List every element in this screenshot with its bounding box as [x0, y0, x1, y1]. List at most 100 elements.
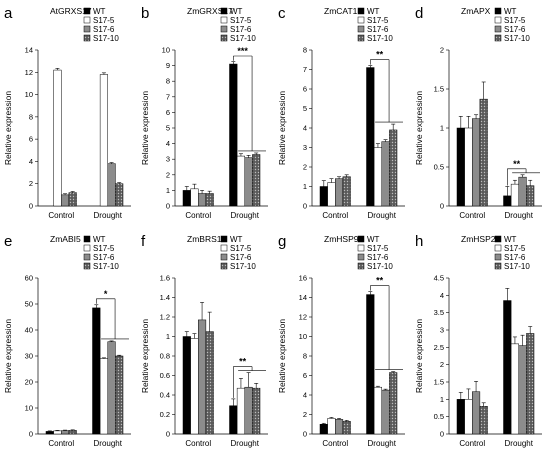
x-tick-label: Drought	[505, 439, 534, 448]
panel-letter: f	[141, 233, 146, 250]
bar	[518, 345, 527, 435]
legend-swatch	[494, 25, 502, 33]
y-tick-label: 0	[166, 430, 170, 439]
legend-swatch	[83, 262, 91, 270]
y-tick-label: 6	[303, 85, 307, 94]
bar	[381, 141, 390, 207]
y-tick-label: 10	[162, 46, 170, 55]
y-tick-label: 4	[440, 291, 444, 300]
bar	[366, 67, 375, 207]
x-tick-label: Drought	[94, 211, 123, 220]
y-axis-label: Relative expression	[414, 91, 424, 165]
panel-letter: e	[4, 233, 12, 250]
chart-title: ZmAPX	[461, 6, 491, 16]
y-tick-label: 1	[166, 332, 170, 341]
legend-swatch	[357, 7, 365, 15]
y-tick-label: 1	[440, 124, 444, 133]
legend-label: WT	[93, 7, 106, 16]
y-tick-label: 4.5	[434, 274, 444, 283]
significance-label: **	[513, 159, 521, 169]
y-tick-label: 4	[29, 157, 33, 166]
y-tick-label: 60	[25, 274, 33, 283]
legend-label: WT	[504, 235, 517, 244]
bar	[244, 157, 253, 207]
significance-label: **	[239, 357, 247, 367]
significance-label: **	[376, 50, 384, 60]
legend-swatch	[83, 244, 91, 252]
y-tick-label: 4	[166, 139, 170, 148]
y-tick-label: 1	[166, 186, 170, 195]
legend-swatch	[220, 7, 228, 15]
y-tick-label: 8	[303, 352, 307, 361]
y-tick-label: 3	[303, 143, 307, 152]
bar	[252, 387, 261, 435]
chart-title: ZmCAT1	[324, 6, 358, 16]
chart-title: AtGRXS17	[50, 6, 92, 16]
legend-swatch	[494, 16, 502, 24]
legend-swatch	[494, 262, 502, 270]
bar	[190, 338, 199, 435]
y-tick-label: 0	[29, 430, 33, 439]
y-tick-label: 40	[25, 326, 33, 335]
legend-swatch	[220, 262, 228, 270]
y-tick-label: 12	[25, 68, 33, 77]
y-tick-label: 4	[303, 124, 307, 133]
bar	[327, 418, 336, 435]
bar	[53, 69, 62, 207]
bar	[68, 192, 77, 207]
legend-swatch	[83, 253, 91, 261]
bar	[518, 176, 527, 207]
x-tick-label: Drought	[505, 211, 534, 220]
legend-label: S17-6	[230, 253, 252, 262]
y-axis-label: Relative expression	[277, 91, 287, 165]
y-tick-label: 1	[303, 182, 307, 191]
bar	[319, 186, 328, 207]
y-axis-label: Relative expression	[3, 91, 13, 165]
legend-label: S17-10	[367, 262, 393, 271]
bar	[205, 331, 214, 435]
y-tick-label: 7	[166, 92, 170, 101]
y-tick-label: 20	[25, 378, 33, 387]
legend-label: S17-5	[93, 244, 115, 253]
significance-label: *	[104, 289, 108, 299]
legend-swatch	[357, 253, 365, 261]
bar	[335, 419, 344, 435]
y-tick-label: 50	[25, 300, 33, 309]
y-axis-label: Relative expression	[414, 319, 424, 393]
x-tick-label: Control	[48, 439, 74, 448]
bar	[526, 333, 535, 435]
panel-letter: c	[278, 5, 286, 22]
legend-swatch	[357, 25, 365, 33]
legend-label: S17-5	[367, 16, 389, 25]
legend-swatch	[494, 235, 502, 243]
bar	[115, 183, 124, 207]
bar	[92, 307, 101, 435]
legend-swatch	[494, 244, 502, 252]
bar	[472, 391, 481, 435]
x-tick-label: Drought	[231, 439, 260, 448]
legend-label: S17-5	[504, 244, 526, 253]
chart-title: ZmHSP26	[461, 234, 500, 244]
legend-label: S17-10	[504, 262, 530, 271]
x-tick-label: Drought	[368, 439, 397, 448]
bar	[479, 406, 488, 435]
x-tick-label: Control	[459, 211, 485, 220]
y-tick-label: 0.2	[160, 410, 170, 419]
y-tick-label: 2.5	[434, 343, 444, 352]
bar	[510, 183, 519, 207]
y-tick-label: 14	[299, 293, 307, 302]
legend-swatch	[220, 235, 228, 243]
y-tick-label: 8	[166, 77, 170, 86]
panel-letter: d	[415, 5, 423, 22]
y-tick-label: 10	[25, 90, 33, 99]
legend-swatch	[83, 34, 91, 42]
legend-label: S17-6	[367, 25, 389, 34]
bar	[472, 118, 481, 207]
bar	[464, 127, 473, 207]
y-tick-label: 6	[303, 371, 307, 380]
y-tick-label: 0.8	[160, 352, 170, 361]
legend-swatch	[83, 235, 91, 243]
y-tick-label: 5	[166, 124, 170, 133]
legend-swatch	[494, 7, 502, 15]
